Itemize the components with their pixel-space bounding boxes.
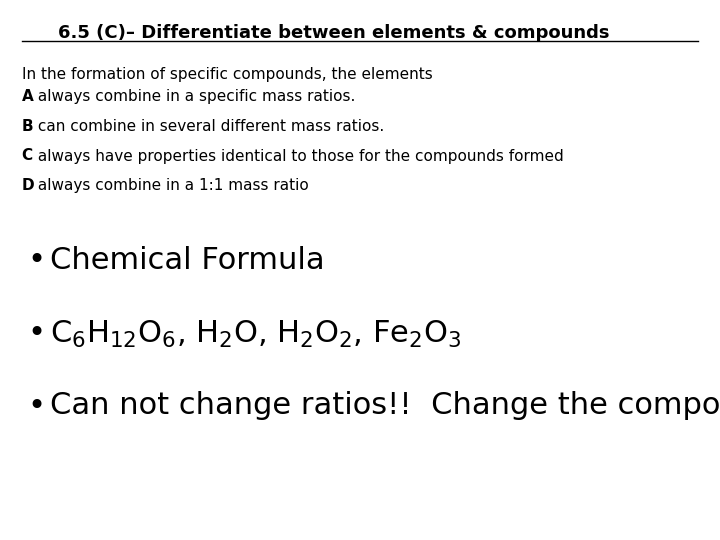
Text: 6.5 (C)– Differentiate between elements & compounds: 6.5 (C)– Differentiate between elements … — [58, 24, 609, 42]
Text: In the formation of specific compounds, the elements: In the formation of specific compounds, … — [22, 68, 432, 83]
Text: B: B — [22, 119, 33, 134]
Text: $\mathregular{C_6H_{12}O_6}$, $\mathregular{H_2O}$, $\mathregular{H_2O_2}$, $\ma: $\mathregular{C_6H_{12}O_6}$, $\mathregu… — [50, 319, 462, 350]
Text: C: C — [22, 148, 32, 164]
Text: •: • — [27, 319, 45, 348]
Text: •: • — [27, 246, 45, 275]
Text: Chemical Formula: Chemical Formula — [50, 246, 325, 275]
Text: •: • — [27, 392, 45, 421]
Text: always have properties identical to those for the compounds formed: always have properties identical to thos… — [33, 148, 564, 164]
Text: D: D — [22, 178, 35, 193]
Text: Can not change ratios!!  Change the compound.: Can not change ratios!! Change the compo… — [50, 392, 720, 421]
Text: can combine in several different mass ratios.: can combine in several different mass ra… — [33, 119, 384, 134]
Text: always combine in a 1:1 mass ratio: always combine in a 1:1 mass ratio — [33, 178, 309, 193]
Text: always combine in a specific mass ratios.: always combine in a specific mass ratios… — [33, 89, 356, 104]
Text: A: A — [22, 89, 33, 104]
